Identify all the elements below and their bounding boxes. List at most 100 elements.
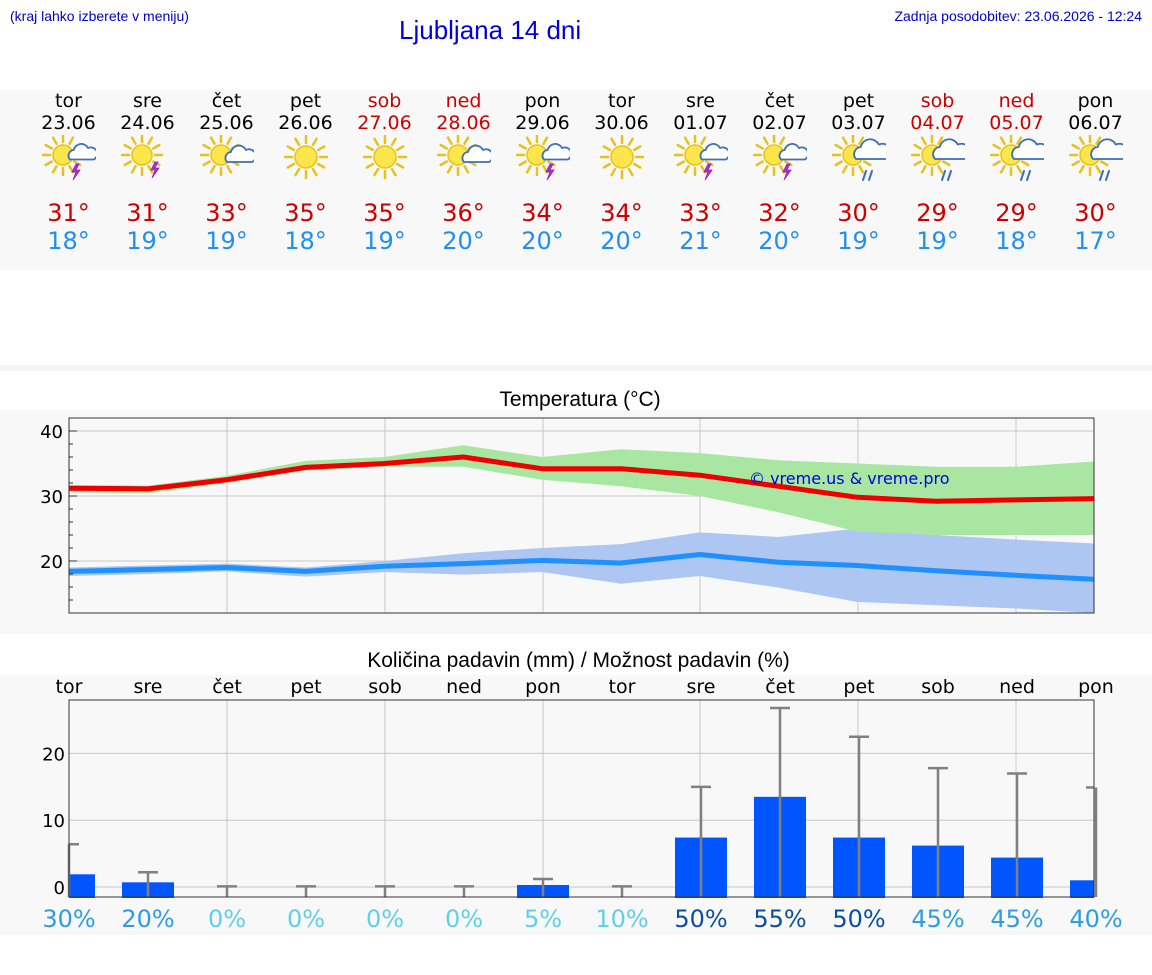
day-date: 27.06 xyxy=(357,112,412,134)
sun-icon xyxy=(283,135,329,180)
day-name: sob xyxy=(367,90,402,112)
temp-min: 21° xyxy=(679,227,722,255)
day-column: pon 29.06 34° 20° xyxy=(503,90,582,270)
temp-max: 34° xyxy=(521,199,564,227)
daily-forecast-panel: tor 23.06 31° 18° sre 24.06 31° 19° čet 25.06 33° 1… xyxy=(0,90,1152,270)
x-tick-label: tor xyxy=(56,676,83,698)
day-name: ned xyxy=(998,90,1035,112)
precip-probability-label: 55% xyxy=(753,905,806,933)
temp-max: 33° xyxy=(205,199,248,227)
precip-probability-label: 45% xyxy=(990,905,1043,933)
sun-icon xyxy=(362,135,408,180)
temp-min: 18° xyxy=(995,227,1038,255)
x-tick-label: sob xyxy=(921,676,955,698)
y-tick-label: 10 xyxy=(42,811,65,832)
temperature-chart: 20 30 40 © vreme.us & vreme.pro xyxy=(40,417,1095,614)
temp-min: 20° xyxy=(521,227,564,255)
day-column: sre 24.06 31° 19° xyxy=(108,90,187,270)
temp-min: 19° xyxy=(126,227,169,255)
precip-probability-label: 50% xyxy=(674,905,727,933)
precip-probability-label: 5% xyxy=(524,905,562,933)
day-name: pon xyxy=(524,90,561,112)
temp-min: 19° xyxy=(363,227,406,255)
x-tick-label: pet xyxy=(843,676,874,698)
sun-cloud-rain-icon xyxy=(911,135,965,181)
x-tick-label: sre xyxy=(134,676,163,698)
x-tick-label: tor xyxy=(609,676,636,698)
precip-bar xyxy=(1070,880,1094,898)
y-tick-label: 0 xyxy=(54,878,65,899)
precip-probability-label: 45% xyxy=(911,905,964,933)
day-name: tor xyxy=(55,90,82,112)
last-update: Zadnja posodobitev: 23.06.2026 - 12:24 xyxy=(894,8,1142,24)
temp-min: 19° xyxy=(205,227,248,255)
temp-max: 31° xyxy=(126,199,169,227)
sun-cloud-icon xyxy=(437,135,491,177)
x-tick-label: ned xyxy=(999,676,1035,698)
day-column: čet 25.06 33° 19° xyxy=(187,90,266,270)
precip-probability-label: 10% xyxy=(595,905,648,933)
precipitation-chart-title: Količina padavin (mm) / Možnost padavin … xyxy=(367,649,790,672)
day-date: 26.06 xyxy=(278,112,333,134)
precip-probability-label: 50% xyxy=(832,905,885,933)
day-column: čet 02.07 32° 20° xyxy=(740,90,819,270)
x-tick-label: sre xyxy=(687,676,716,698)
day-date: 06.07 xyxy=(1068,112,1123,134)
temp-max: 34° xyxy=(600,199,643,227)
sun-cloud-rain-icon xyxy=(832,135,886,181)
precip-probability-label: 0% xyxy=(287,905,325,933)
temp-max: 30° xyxy=(837,199,880,227)
day-column: pet 26.06 35° 18° xyxy=(266,90,345,270)
temp-max: 35° xyxy=(284,199,327,227)
y-tick-label: 40 xyxy=(40,422,63,443)
day-column: tor 30.06 34° 20° xyxy=(582,90,661,270)
watermark: © vreme.us & vreme.pro xyxy=(749,469,950,488)
temp-max: 29° xyxy=(995,199,1038,227)
day-name: čet xyxy=(764,90,795,112)
precip-probability-label: 0% xyxy=(445,905,483,933)
day-date: 28.06 xyxy=(436,112,491,134)
temp-min: 18° xyxy=(47,227,90,255)
sun-cloud-thunder-icon xyxy=(42,135,96,181)
temp-min: 18° xyxy=(284,227,327,255)
day-date: 05.07 xyxy=(989,112,1044,134)
x-tick-label: čet xyxy=(765,676,795,698)
sun-cloud-thunder-icon xyxy=(674,135,728,181)
sun-thunder-icon xyxy=(121,135,164,179)
precip-probability-label: 0% xyxy=(366,905,404,933)
x-tick-label: sob xyxy=(368,676,402,698)
day-name: tor xyxy=(608,90,635,112)
x-tick-label: čet xyxy=(212,676,242,698)
day-name: sre xyxy=(133,90,162,112)
min-temp-range-band xyxy=(69,528,1094,613)
day-date: 24.06 xyxy=(120,112,175,134)
day-date: 01.07 xyxy=(673,112,728,134)
x-tick-label: pon xyxy=(1078,676,1114,698)
day-column: pon 06.07 30° 17° xyxy=(1056,90,1135,270)
x-tick-label: pet xyxy=(290,676,321,698)
day-date: 30.06 xyxy=(594,112,649,134)
temp-min: 20° xyxy=(758,227,801,255)
sun-icon xyxy=(599,135,645,180)
x-tick-label: ned xyxy=(446,676,482,698)
y-tick-label: 30 xyxy=(40,487,63,508)
day-column: sob 04.07 29° 19° xyxy=(898,90,977,270)
day-name: pet xyxy=(842,90,875,112)
temp-max: 29° xyxy=(916,199,959,227)
precip-probability-label: 20% xyxy=(121,905,174,933)
temperature-chart-title: Temperatura (°C) xyxy=(499,388,661,411)
sun-cloud-icon xyxy=(200,135,254,177)
divider xyxy=(0,365,1152,371)
sun-cloud-rain-icon xyxy=(990,135,1044,181)
sun-cloud-thunder-icon xyxy=(516,135,570,181)
day-column: pet 03.07 30° 19° xyxy=(819,90,898,270)
day-name: ned xyxy=(445,90,482,112)
day-date: 23.06 xyxy=(41,112,96,134)
day-date: 25.06 xyxy=(199,112,254,134)
precip-probability-label: 30% xyxy=(42,905,95,933)
temp-max: 30° xyxy=(1074,199,1117,227)
day-name: čet xyxy=(211,90,242,112)
x-tick-label: pon xyxy=(525,676,561,698)
day-name: sob xyxy=(920,90,955,112)
precipitation-chart: tor sre čet pet sob ned pon tor sre čet pet sob ned p… xyxy=(42,676,1123,933)
